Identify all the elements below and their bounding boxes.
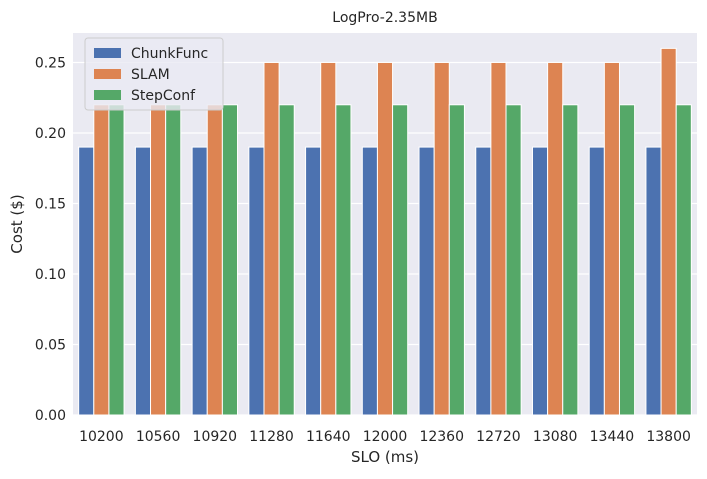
bar-chunkfunc-11640 [305, 146, 322, 416]
bar-stepconf-12360 [448, 104, 465, 416]
bar-stepconf-10920 [221, 104, 239, 416]
bar-slam-11280 [263, 61, 280, 416]
bar-chunkfunc-13080 [531, 146, 549, 416]
x-tick-label: 10560 [136, 429, 181, 445]
bar-chunkfunc-12720 [475, 146, 492, 416]
legend-swatch-stepconf [94, 90, 121, 100]
bar-chunkfunc-10920 [191, 146, 208, 416]
x-tick-label: 10200 [79, 429, 124, 445]
bar-stepconf-12000 [392, 104, 409, 416]
bar-stepconf-10560 [165, 104, 182, 416]
bar-slam-10920 [206, 104, 223, 416]
bar-stepconf-11280 [278, 104, 295, 416]
bar-chunkfunc-12000 [361, 146, 378, 416]
bar-slam-12360 [433, 61, 450, 416]
bar-stepconf-11640 [335, 104, 352, 416]
y-tick-label: 0.25 [35, 55, 66, 71]
y-tick-label: 0.15 [35, 196, 66, 212]
x-tick-label: 12000 [363, 429, 408, 445]
bar-slam-12000 [376, 61, 394, 416]
x-tick-label: 12360 [419, 429, 464, 445]
x-tick-label: 11640 [306, 429, 351, 445]
x-axis-label: SLO (ms) [351, 448, 419, 466]
bar-slam-10200 [93, 104, 110, 416]
y-tick-label: 0.05 [35, 337, 66, 353]
y-axis-label: Cost ($) [8, 194, 26, 253]
bar-stepconf-10200 [108, 104, 125, 416]
x-tick-label: 11280 [249, 429, 294, 445]
bar-chunkfunc-13800 [645, 146, 662, 416]
bar-chunkfunc-12360 [418, 146, 435, 416]
y-tick-label: 0.20 [35, 126, 66, 142]
bar-chunkfunc-10200 [78, 146, 95, 416]
bar-stepconf-13800 [675, 104, 692, 416]
x-tick-label: 10920 [193, 429, 238, 445]
chart-title: LogPro-2.35MB [332, 10, 437, 26]
bar-chunkfunc-10560 [134, 146, 152, 416]
bar-stepconf-12720 [505, 104, 522, 416]
x-axis-ticks: 10200 10560 10920 11280 11640 12000 12360 12720… [79, 429, 691, 445]
bar-stepconf-13080 [562, 104, 579, 416]
legend-swatch-slam [94, 69, 121, 79]
bar-slam-12720 [490, 61, 507, 416]
x-tick-label: 13800 [646, 429, 691, 445]
legend: ChunkFunc SLAM StepConf [84, 37, 224, 111]
y-tick-label: 0.00 [35, 408, 66, 424]
bar-chunkfunc-13440 [588, 146, 605, 416]
bar-chunkfunc-11280 [248, 146, 265, 416]
x-tick-label: 13440 [590, 429, 635, 445]
bar-slam-10560 [150, 104, 167, 416]
bar-slam-13440 [603, 61, 620, 416]
x-tick-label: 13080 [533, 429, 578, 445]
x-tick-label: 12720 [476, 429, 521, 445]
y-tick-label: 0.10 [35, 267, 66, 283]
bar-slam-11640 [320, 61, 337, 416]
legend-label-chunkfunc: ChunkFunc [131, 46, 208, 62]
y-axis-ticks: 0.00 0.05 0.10 0.15 0.20 0.25 [35, 55, 66, 424]
bars [78, 47, 692, 416]
bar-stepconf-13440 [618, 104, 636, 416]
legend-label-slam: SLAM [131, 67, 170, 83]
bar-slam-13080 [547, 61, 564, 416]
legend-label-stepconf: StepConf [131, 88, 196, 104]
bar-slam-13800 [660, 47, 677, 416]
legend-swatch-chunkfunc [94, 48, 121, 58]
